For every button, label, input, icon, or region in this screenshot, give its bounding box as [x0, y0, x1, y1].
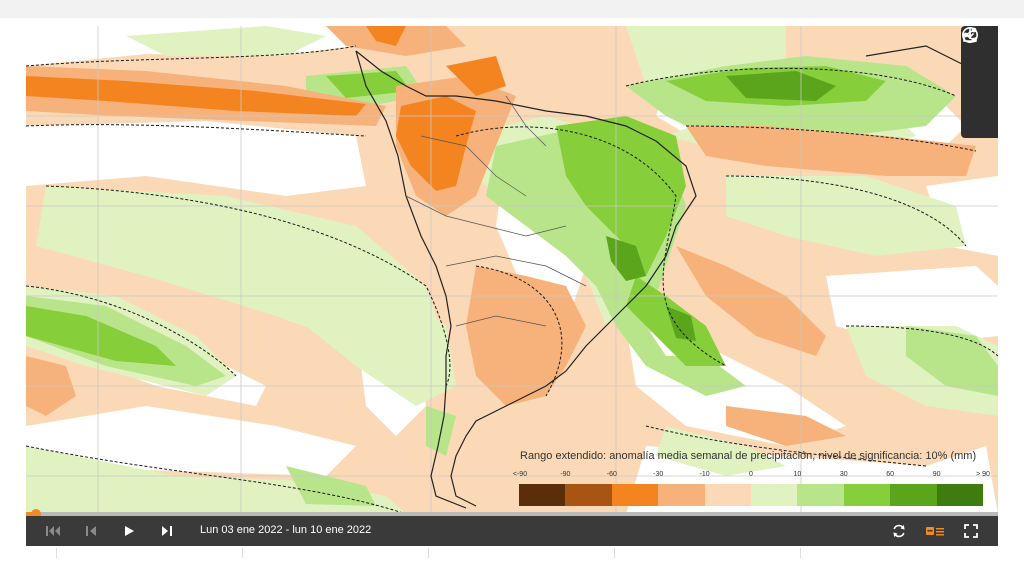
legend-swatch [704, 484, 752, 506]
legend-tick-label: > 90 [976, 471, 990, 478]
legend-tick-label: -10 [699, 471, 710, 478]
map-side-toolbar [961, 26, 998, 138]
legend: Rango extendido: anomalía media semanal … [512, 450, 992, 510]
footer-guide [614, 548, 615, 558]
skip-to-start-icon [46, 526, 60, 536]
legend-swatch [936, 484, 984, 506]
strong-negative-regions [26, 26, 506, 191]
legend-tick-label: <-90 [512, 471, 528, 478]
legend-toggle-button[interactable] [922, 516, 948, 546]
play-button[interactable] [116, 516, 142, 546]
fullscreen-button[interactable] [958, 516, 984, 546]
footer-guides [0, 548, 1024, 576]
legend-tick-label: 90 [932, 471, 941, 478]
map-viewer: Rango extendido: anomalía media semanal … [26, 26, 998, 546]
legend-ticks: <-90 -90 -60 -30 -10 0 10 30 60 90 > 90 [512, 471, 992, 481]
legend-swatch [519, 484, 566, 506]
precipitation-anomaly-map[interactable]: Rango extendido: anomalía media semanal … [26, 26, 998, 514]
significance-contours [26, 45, 998, 514]
legend-color-bar [519, 484, 984, 506]
legend-swatch [611, 484, 659, 506]
skip-to-start-button[interactable] [40, 516, 66, 546]
map-graticule [26, 26, 998, 514]
player-controls: Lun 03 ene 2022 - lun 10 ene 2022 [26, 516, 998, 546]
legend-tick-label: -60 [606, 471, 617, 478]
coastlines [355, 45, 967, 509]
top-band [0, 0, 1024, 18]
footer-guide [56, 548, 57, 558]
legend-tick-label: 10 [793, 471, 802, 478]
legend-tick-label: 30 [839, 471, 848, 478]
legend-title: Rango extendido: anomalía media semanal … [520, 450, 977, 462]
download-icon [963, 28, 977, 42]
footer-guide [800, 548, 801, 558]
step-forward-button[interactable] [154, 516, 180, 546]
loop-icon [893, 524, 905, 538]
legend-swatch [565, 484, 612, 506]
timeline-handle[interactable] [30, 509, 41, 519]
download-button[interactable] [961, 28, 998, 137]
loop-button[interactable] [886, 516, 912, 546]
fullscreen-icon [964, 524, 978, 538]
legend-swatch [797, 484, 844, 506]
play-icon [125, 526, 134, 536]
share-button[interactable] [961, 27, 998, 100]
timeline-track[interactable] [26, 509, 998, 519]
legend-tick-label: 0 [749, 471, 753, 478]
footer-guide [428, 548, 429, 558]
strong-positive-regions [26, 66, 886, 366]
map-canvas [26, 26, 998, 514]
step-forward-icon [162, 526, 172, 536]
legend-tick-label: -30 [653, 471, 664, 478]
legend-swatch [751, 484, 798, 506]
legend-swatch [890, 484, 937, 506]
step-back-icon [86, 526, 96, 536]
legend-swatch [658, 484, 705, 506]
date-range-label: Lun 03 ene 2022 - lun 10 ene 2022 [200, 524, 372, 536]
country-borders [405, 95, 587, 327]
legend-tick-label: 60 [886, 471, 895, 478]
legend-tick-label: -90 [560, 471, 571, 478]
legend-toggle-icon [926, 527, 944, 536]
step-back-button[interactable] [78, 516, 104, 546]
footer-guide [242, 548, 243, 558]
legend-swatch [843, 484, 891, 506]
